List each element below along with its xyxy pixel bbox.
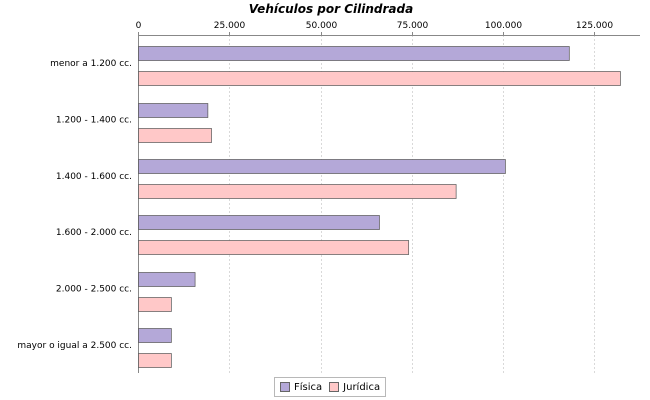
x-tick-label: 125.000 (576, 21, 613, 31)
axes (138, 32, 640, 373)
bar-juridica (138, 128, 212, 143)
x-tick-label: 50.000 (306, 21, 338, 31)
bar-juridica (138, 240, 410, 255)
legend-swatch-fisica (280, 382, 290, 392)
labels: 0 25.000 50.000 75.000 100.000 125.000 menor a… (17, 21, 613, 351)
bar-juridica (138, 353, 172, 368)
legend-swatch-juridica (329, 382, 340, 392)
category-label: menor a 1.200 cc. (50, 59, 132, 69)
bar-fisica (138, 159, 506, 174)
bar-fisica (138, 272, 196, 287)
x-tick-label: 25.000 (214, 21, 246, 31)
chart-title: Vehículos por Cilindrada (249, 2, 413, 16)
bar-fisica (138, 328, 172, 343)
bar-juridica (138, 184, 457, 199)
bar-fisica (138, 215, 380, 230)
category-label: 1.400 - 1.600 cc. (56, 172, 132, 182)
bar-juridica (138, 297, 172, 312)
category-label: 1.200 - 1.400 cc. (56, 116, 132, 126)
category-label: mayor o igual a 2.500 cc. (17, 341, 132, 351)
bar-fisica (138, 103, 209, 118)
category-label: 1.600 - 2.000 cc. (56, 228, 132, 238)
x-tick-label: 75.000 (397, 21, 429, 31)
legend-label-fisica: Física (294, 381, 323, 393)
grid-lines (229, 35, 595, 373)
legend-item-fisica: Física (280, 382, 322, 393)
category-label: 2.000 - 2.500 cc. (56, 285, 132, 295)
legend-item-juridica: Jurídica (329, 382, 380, 393)
legend: Física Jurídica (274, 377, 387, 397)
legend-label-juridica: Jurídica (343, 381, 381, 393)
bars (138, 46, 621, 368)
x-tick-label: 0 (136, 21, 142, 31)
bar-juridica (138, 71, 621, 86)
x-tick-label: 100.000 (485, 21, 522, 31)
bar-fisica (138, 46, 570, 61)
